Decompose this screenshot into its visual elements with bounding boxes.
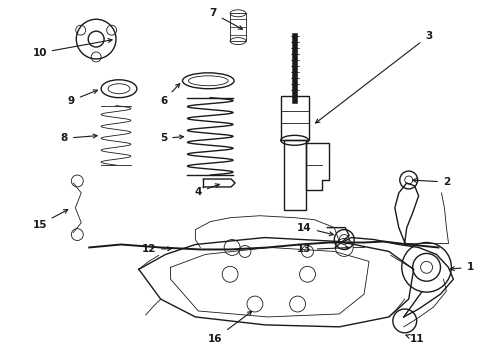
Text: 10: 10 [32, 39, 112, 58]
Text: 8: 8 [61, 133, 97, 143]
Text: 15: 15 [32, 210, 68, 230]
Text: 1: 1 [450, 262, 474, 272]
Text: 9: 9 [68, 90, 98, 105]
Text: 5: 5 [160, 133, 183, 143]
Text: 16: 16 [208, 311, 252, 344]
Text: 6: 6 [160, 84, 180, 105]
Text: 14: 14 [297, 222, 333, 235]
Bar [281, 96, 309, 140]
Text: 12: 12 [142, 244, 172, 255]
Bar [230, 13, 246, 41]
Text: 4: 4 [195, 184, 220, 197]
Bar [284, 140, 306, 210]
Text: 7: 7 [210, 8, 243, 29]
Text: 3: 3 [316, 31, 432, 123]
Text: 11: 11 [406, 334, 424, 344]
Text: 2: 2 [413, 177, 450, 187]
Text: 13: 13 [297, 244, 349, 255]
